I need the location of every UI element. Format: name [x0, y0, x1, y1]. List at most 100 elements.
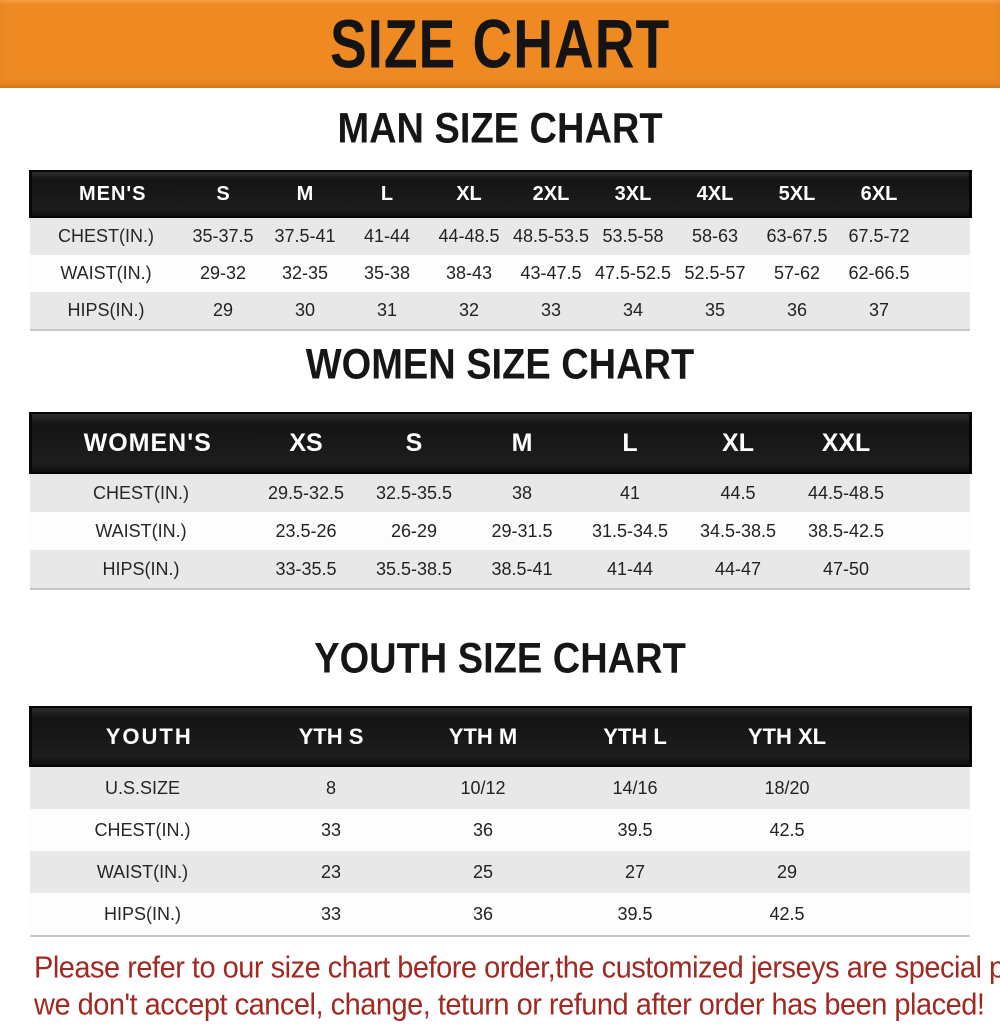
men-size-table: MEN'S S M L XL 2XL 3XL 4XL 5XL 6XL CHEST…: [28, 170, 972, 331]
youth-header-label: YOUTH: [28, 706, 255, 767]
table-row: HIPS(IN.) 33 36 39.5 42.5: [30, 893, 970, 936]
table-row: HIPS(IN.) 33-35.5 35.5-38.5 38.5-41 41-4…: [30, 550, 970, 589]
header-empty: [920, 170, 972, 218]
table-row: CHEST(IN.) 35-37.5 37.5-41 41-44 44-48.5…: [30, 217, 970, 255]
men-col-header: S: [182, 170, 264, 218]
man-section-title: MAN SIZE CHART: [337, 105, 663, 153]
cell-empty: [920, 217, 970, 255]
cell: 41: [576, 473, 684, 512]
men-col-header: 2XL: [510, 170, 592, 218]
row-label: CHEST(IN.): [30, 473, 252, 512]
cell-empty: [900, 473, 970, 512]
cell: 35-37.5: [182, 217, 264, 255]
banner-title: SIZE CHART: [329, 5, 671, 83]
row-label: WAIST(IN.): [30, 255, 182, 292]
cell: 39.5: [559, 893, 711, 936]
cell: 43-47.5: [510, 255, 592, 292]
row-label: WAIST(IN.): [30, 512, 252, 550]
table-row: CHEST(IN.) 33 36 39.5 42.5: [30, 809, 970, 851]
cell: 41-44: [346, 217, 428, 255]
cell: 33: [255, 893, 407, 936]
women-col-header: S: [360, 412, 468, 474]
cell: 44.5: [684, 473, 792, 512]
cell: 36: [756, 292, 838, 330]
note-line-2: we don't accept cancel, change, teturn o…: [34, 988, 985, 1022]
cell-empty: [863, 851, 970, 893]
cell: 29-32: [182, 255, 264, 292]
cell: 42.5: [711, 809, 863, 851]
cell-empty: [863, 809, 970, 851]
women-col-header: XXL: [792, 412, 900, 474]
table-row: HIPS(IN.) 29 30 31 32 33 34 35 36 37: [30, 292, 970, 330]
row-label: HIPS(IN.): [30, 893, 255, 936]
youth-size-table: YOUTH YTH S YTH M YTH L YTH XL U.S.SIZE …: [28, 706, 972, 937]
youth-section-title-wrap: YOUTH SIZE CHART: [0, 634, 1000, 684]
cell: 39.5: [559, 809, 711, 851]
row-label: WAIST(IN.): [30, 851, 255, 893]
cell: 57-62: [756, 255, 838, 292]
cell: 42.5: [711, 893, 863, 936]
cell: 38.5-41: [468, 550, 576, 589]
cell: 35-38: [346, 255, 428, 292]
women-col-header: XS: [252, 412, 360, 474]
women-header-row: WOMEN'S XS S M L XL XXL: [28, 412, 972, 474]
row-label: CHEST(IN.): [30, 809, 255, 851]
man-section-title-wrap: MAN SIZE CHART: [0, 104, 1000, 154]
cell: 33: [255, 809, 407, 851]
men-col-header: XL: [428, 170, 510, 218]
men-col-header: M: [264, 170, 346, 218]
youth-col-header: YTH L: [559, 706, 711, 767]
cell: 34: [592, 292, 674, 330]
cell: 44-47: [684, 550, 792, 589]
cell: 29: [182, 292, 264, 330]
cell: 29.5-32.5: [252, 473, 360, 512]
cell: 29: [711, 851, 863, 893]
header-empty: [863, 706, 972, 767]
cell: 35: [674, 292, 756, 330]
cell: 47.5-52.5: [592, 255, 674, 292]
cell: 23: [255, 851, 407, 893]
cell: 29-31.5: [468, 512, 576, 550]
cell-empty: [920, 255, 970, 292]
size-chart-banner: SIZE CHART: [0, 0, 1000, 88]
cell-empty: [920, 292, 970, 330]
cell: 31: [346, 292, 428, 330]
men-col-header: 3XL: [592, 170, 674, 218]
women-header-label: WOMEN'S: [28, 412, 252, 474]
youth-col-header: YTH S: [255, 706, 407, 767]
cell: 52.5-57: [674, 255, 756, 292]
cell: 38: [468, 473, 576, 512]
cell: 44.5-48.5: [792, 473, 900, 512]
cell: 47-50: [792, 550, 900, 589]
cell: 32: [428, 292, 510, 330]
cell: 38.5-42.5: [792, 512, 900, 550]
cell: 31.5-34.5: [576, 512, 684, 550]
cell: 36: [407, 809, 559, 851]
youth-header-row: YOUTH YTH S YTH M YTH L YTH XL: [28, 706, 972, 767]
cell: 53.5-58: [592, 217, 674, 255]
men-header-row: MEN'S S M L XL 2XL 3XL 4XL 5XL 6XL: [28, 170, 972, 218]
row-label: U.S.SIZE: [30, 766, 255, 809]
cell-empty: [863, 893, 970, 936]
cell: 23.5-26: [252, 512, 360, 550]
cell: 32.5-35.5: [360, 473, 468, 512]
cell: 25: [407, 851, 559, 893]
men-col-header: 6XL: [838, 170, 920, 218]
table-row: WAIST(IN.) 29-32 32-35 35-38 38-43 43-47…: [30, 255, 970, 292]
cell: 30: [264, 292, 346, 330]
cell-empty: [863, 766, 970, 809]
row-label: CHEST(IN.): [30, 217, 182, 255]
table-row: CHEST(IN.) 29.5-32.5 32.5-35.5 38 41 44.…: [30, 473, 970, 512]
disclaimer-note: Please refer to our size chart before or…: [0, 950, 1000, 1024]
cell-empty: [900, 550, 970, 589]
women-section-title-wrap: WOMEN SIZE CHART: [0, 340, 1000, 390]
cell: 33: [510, 292, 592, 330]
cell: 37: [838, 292, 920, 330]
men-col-header: L: [346, 170, 428, 218]
cell: 27: [559, 851, 711, 893]
cell: 37.5-41: [264, 217, 346, 255]
table-row: WAIST(IN.) 23 25 27 29: [30, 851, 970, 893]
cell: 36: [407, 893, 559, 936]
cell: 44-48.5: [428, 217, 510, 255]
women-section-title: WOMEN SIZE CHART: [305, 341, 695, 389]
